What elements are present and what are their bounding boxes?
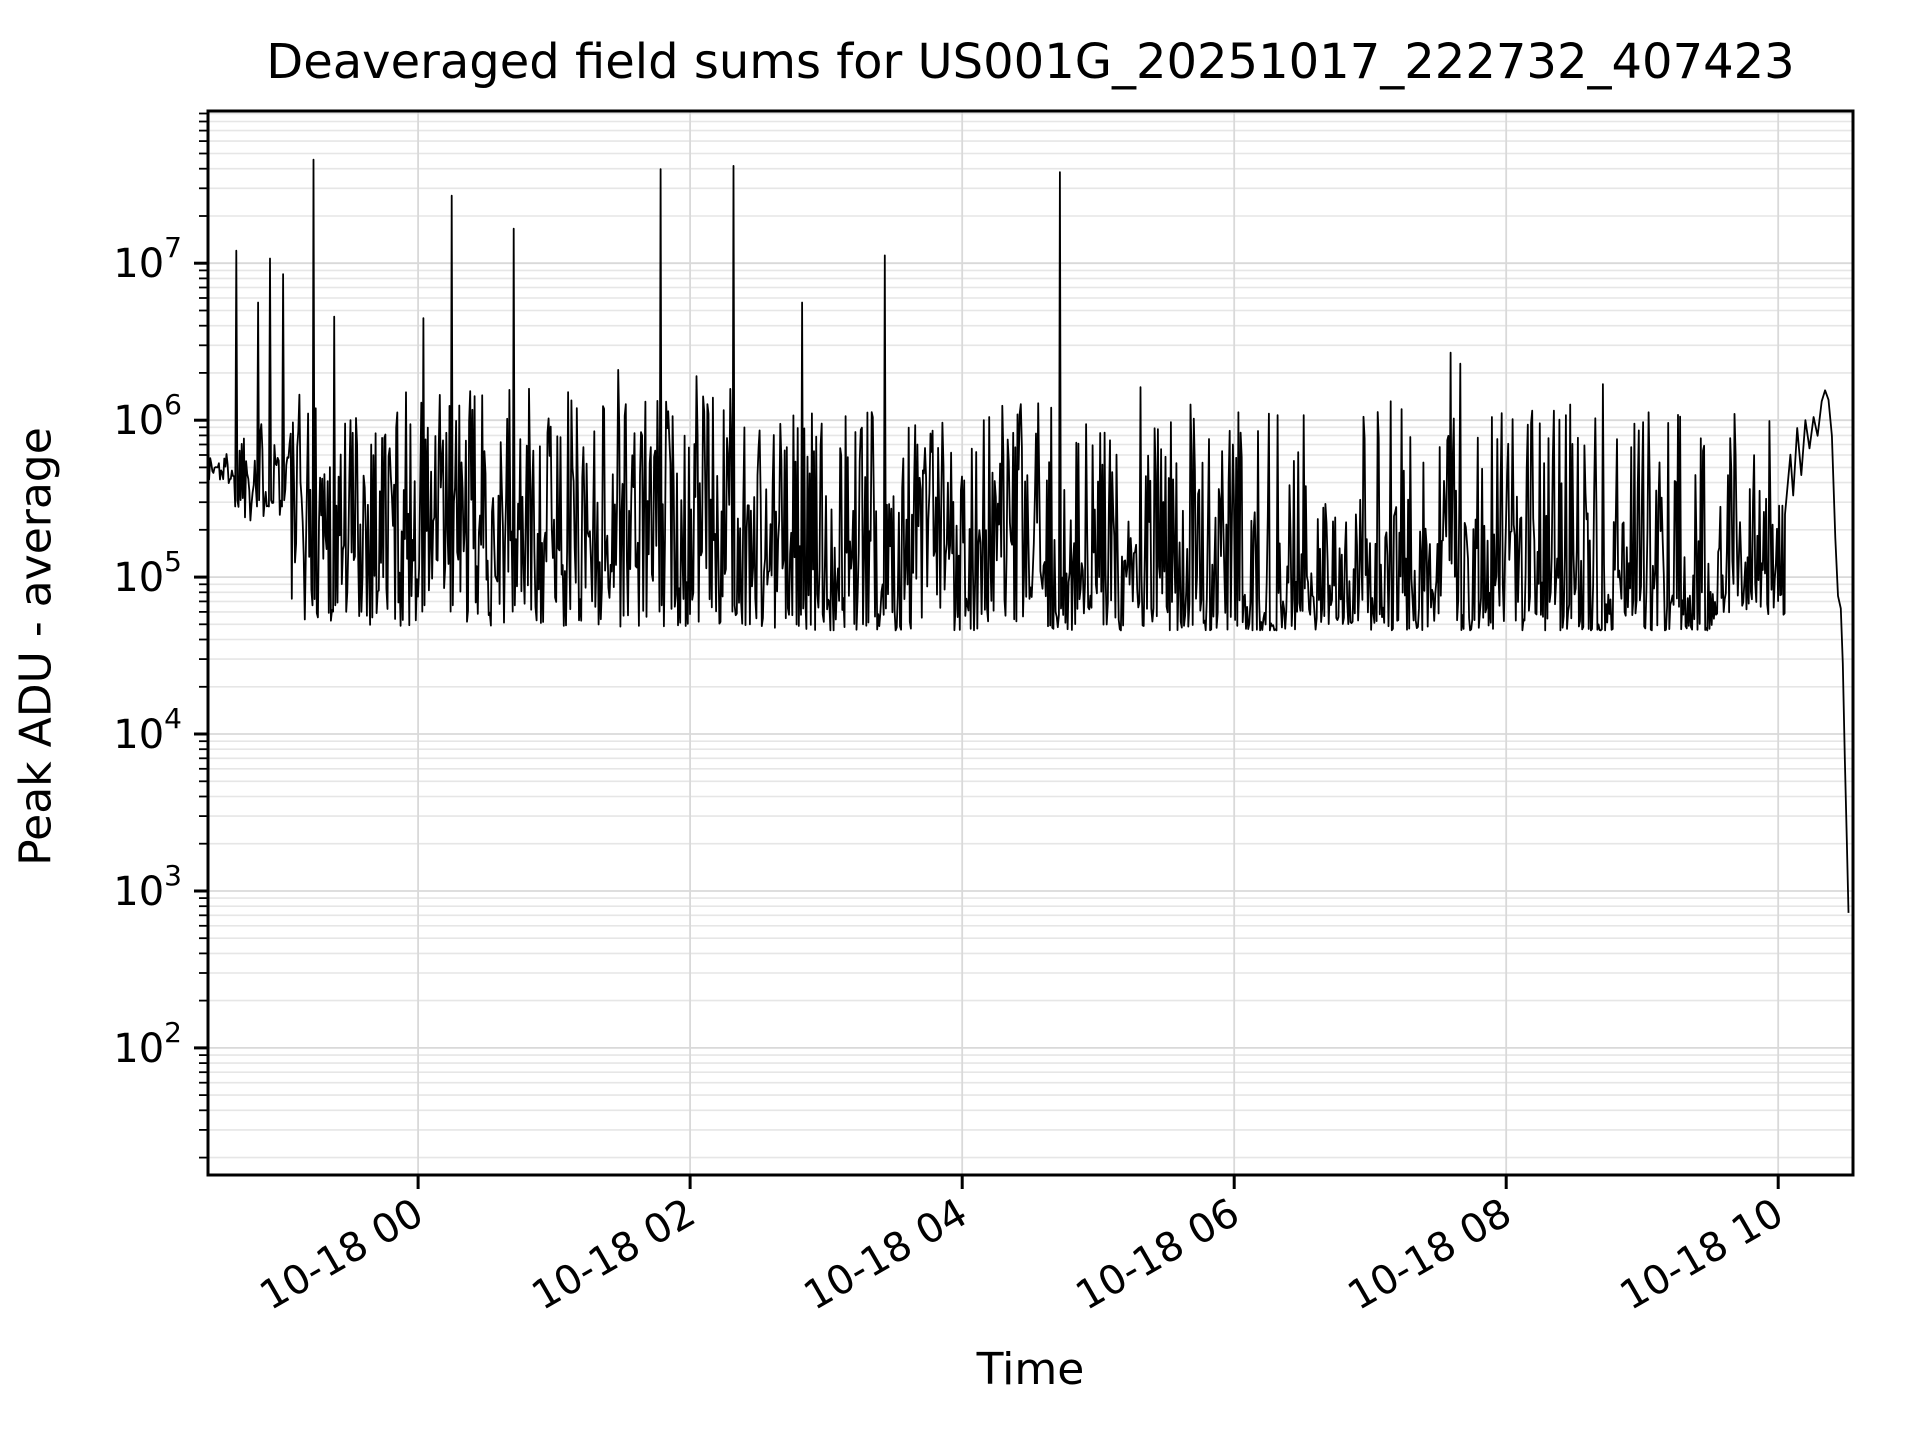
- x-tick-label: 10-18 00: [252, 1190, 431, 1320]
- y-tick-label: 106: [113, 388, 182, 444]
- plot-border: [206, 109, 1855, 1177]
- gridlines-minor: [208, 112, 1853, 1159]
- chart-title: Deaveraged field sums for US001G_2025101…: [266, 34, 1795, 90]
- x-tick-label: 10-18 06: [1068, 1190, 1247, 1320]
- x-axis-label: Time: [976, 1344, 1085, 1395]
- y-tick-label: 104: [113, 702, 182, 758]
- x-tick-label: 10-18 08: [1340, 1190, 1519, 1320]
- y-tick-label: 102: [113, 1016, 182, 1072]
- data-series: [208, 158, 1850, 913]
- y-tick-label: 105: [113, 545, 182, 601]
- x-tick-labels: 10-18 00 10-18 02 10-18 04 10-18 06 10-18 08…: [252, 1190, 1791, 1320]
- axis-ticks: [194, 112, 1780, 1189]
- x-tick-label: 10-18 10: [1612, 1190, 1791, 1320]
- y-tick-labels: 107 106 105 104 103 102: [113, 231, 182, 1072]
- y-tick-label: 107: [113, 231, 182, 287]
- y-tick-label: 103: [113, 859, 182, 915]
- data-line: [208, 158, 1850, 913]
- x-tick-label: 10-18 02: [524, 1190, 703, 1320]
- x-tick-label: 10-18 04: [796, 1190, 975, 1320]
